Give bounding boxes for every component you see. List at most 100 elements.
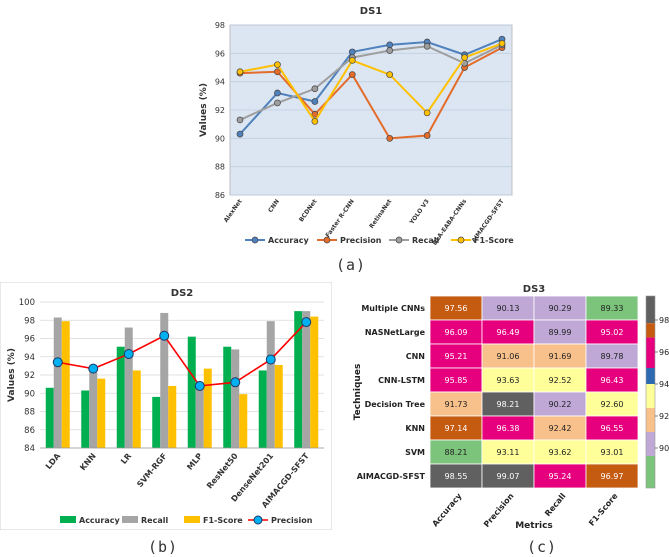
ds1-point-recall bbox=[311, 85, 319, 93]
ds3-cell-value: 96.43 bbox=[601, 376, 624, 385]
ds3-colorbar-band bbox=[646, 408, 655, 432]
ds3-colorbar-tick-label: 94 bbox=[659, 380, 669, 389]
chart-ds3-svg: DS3 Multiple CNNs 97.56 90.13 90.29 89.33 NASN… bbox=[353, 284, 669, 531]
ds1-xtick-label: CNN bbox=[267, 198, 281, 214]
ds2-bar-recall bbox=[53, 317, 62, 448]
ds3-heatmap-cell bbox=[429, 439, 483, 465]
ds3-heatmap-cell bbox=[429, 415, 483, 441]
ds2-bar-accuracy bbox=[116, 346, 125, 448]
ds1-point-accuracy bbox=[386, 41, 394, 49]
ds2-bar-accuracy bbox=[81, 390, 90, 448]
ds2-point-precision bbox=[230, 377, 241, 388]
ds2-bar-recall bbox=[89, 372, 98, 448]
ds2-point-precision bbox=[265, 354, 276, 365]
ds3-heatmap-cell bbox=[481, 343, 535, 369]
ds1-legend-label: F1-Score bbox=[474, 236, 514, 245]
ds1-xtick-label: AlexNet bbox=[223, 198, 244, 224]
ds1-point-f1-score bbox=[386, 71, 394, 78]
ds1-ytick-label: 88 bbox=[215, 163, 225, 172]
ds2-bar-accuracy bbox=[294, 311, 303, 448]
ds3-cell-value: 97.56 bbox=[445, 304, 468, 313]
ds3-cell-value: 90.13 bbox=[497, 304, 520, 313]
ds2-bar-f1-score bbox=[168, 385, 177, 448]
ds2-point-precision bbox=[159, 330, 170, 341]
ds1-point-f1-score bbox=[348, 57, 356, 64]
ds3-row-label: CNN-LSTM bbox=[378, 376, 425, 385]
caption-a: (a) bbox=[336, 256, 367, 274]
ds1-point-f1-score bbox=[236, 68, 244, 76]
ds2-legend-swatch bbox=[60, 516, 76, 523]
ds2-point-precision bbox=[52, 357, 63, 368]
ds3-colorbar-band bbox=[646, 337, 655, 368]
ds2-ytick-label: 96 bbox=[24, 335, 35, 345]
ds3-cell-value: 96.38 bbox=[497, 424, 520, 433]
ds3-row-label: Decision Tree bbox=[365, 400, 426, 409]
ds3-colorbar-tick-label: 98 bbox=[659, 316, 669, 325]
chart-ds3: DS3 Multiple CNNs 97.56 90.13 90.29 89.33 NASN… bbox=[340, 282, 669, 532]
ds1-legend-label: Precision bbox=[340, 236, 382, 245]
chart-ds1: DS1 86 88 90 92 94 96 98 Values (%) AlexNet CNN BCD… bbox=[190, 0, 520, 250]
ds2-bar-recall bbox=[195, 387, 204, 448]
ds3-cell-value: 93.62 bbox=[549, 448, 572, 457]
ds3-heatmap-cell bbox=[533, 391, 587, 417]
ds1-ytick-label: 98 bbox=[215, 21, 225, 30]
ds3-col-label: Accuracy bbox=[430, 491, 464, 529]
ds3-cell-value: 90.29 bbox=[549, 304, 572, 313]
ds1-legend-marker bbox=[457, 236, 465, 244]
ds2-legend-marker bbox=[253, 515, 263, 525]
ds1-series-line-accuracy bbox=[239, 38, 503, 135]
ds3-cell-value: 98.55 bbox=[445, 472, 468, 481]
ds2-bar-f1-score bbox=[310, 316, 319, 448]
ds2-ytick-label: 84 bbox=[24, 444, 35, 454]
ds2-ytick-label: 92 bbox=[24, 371, 35, 381]
ds3-heatmap-cell bbox=[585, 463, 639, 489]
ds3-cell-value: 89.78 bbox=[601, 352, 624, 361]
ds3-cell-value: 89.33 bbox=[601, 304, 624, 313]
ds2-point-precision bbox=[301, 317, 312, 328]
ds3-heatmap-cell bbox=[585, 319, 639, 345]
ds1-ytick-label: 96 bbox=[215, 49, 225, 58]
ds3-row-label: AIMACGD-SFST bbox=[357, 472, 426, 481]
ds2-legend-swatch bbox=[184, 516, 200, 523]
chart-ds1-svg: DS1 86 88 90 92 94 96 98 Values (%) AlexNet CNN BCD… bbox=[199, 6, 514, 247]
ds3-xlabel: Metrics bbox=[515, 521, 553, 531]
ds3-cell-value: 88.21 bbox=[445, 448, 468, 457]
ds3-row-label: CNN bbox=[406, 352, 425, 361]
ds1-legend-label: Recall bbox=[412, 236, 439, 245]
ds3-row-label: Multiple CNNs bbox=[361, 304, 425, 313]
ds3-heatmap-cell bbox=[481, 367, 535, 393]
ds1-series-line-recall bbox=[239, 43, 503, 121]
ds1-point-recall bbox=[423, 42, 431, 50]
ds1-xtick-label: BCDNet bbox=[298, 198, 319, 223]
ds2-bar-accuracy bbox=[45, 387, 54, 448]
ds3-cell-value: 91.06 bbox=[497, 352, 520, 361]
ds3-heatmap-cell bbox=[481, 463, 535, 489]
ds1-point-accuracy bbox=[236, 130, 244, 138]
ds3-col-label: Recall bbox=[543, 491, 568, 518]
ds1-ytick-label: 90 bbox=[215, 134, 225, 143]
ds1-point-f1-score bbox=[461, 54, 468, 61]
ds3-cell-value: 96.55 bbox=[601, 424, 624, 433]
ds2-legend-label: Recall bbox=[141, 516, 168, 525]
ds3-heatmap-cell bbox=[429, 463, 483, 489]
ds1-title: DS1 bbox=[360, 6, 383, 17]
ds3-colorbar-frame bbox=[645, 295, 656, 489]
ds2-bar-accuracy bbox=[152, 396, 161, 448]
ds3-colorbar-band bbox=[646, 432, 655, 456]
ds2-legend-swatch bbox=[122, 516, 138, 523]
ds1-point-f1-score bbox=[498, 40, 506, 47]
ds2-point-precision bbox=[123, 349, 134, 360]
ds2-bar-recall bbox=[302, 311, 311, 448]
ds1-legend-marker bbox=[251, 236, 259, 244]
ds3-heatmap-cell bbox=[533, 439, 587, 465]
ds1-legend-label: Accuracy bbox=[268, 236, 309, 245]
ds3-heatmap-cell bbox=[481, 415, 535, 441]
ds2-legend-label: Precision bbox=[271, 516, 313, 525]
ds3-colorbar-tick-label: 92 bbox=[659, 412, 669, 421]
ds2-bar-f1-score bbox=[132, 370, 141, 448]
ds2-bar-recall bbox=[266, 321, 275, 448]
ds2-bar-f1-score bbox=[274, 364, 283, 448]
ds1-ytick-label: 86 bbox=[215, 191, 225, 200]
ds1-point-f1-score bbox=[311, 117, 319, 125]
